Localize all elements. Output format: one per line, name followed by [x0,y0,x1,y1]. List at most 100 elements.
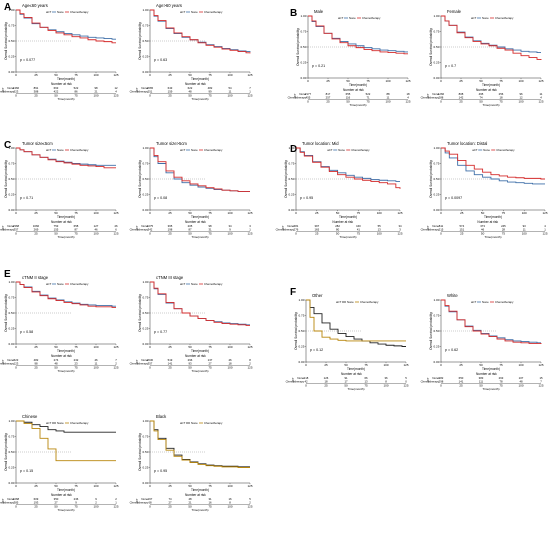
x-tick-label: 75 [357,211,361,215]
risk-value: 1266 [438,92,445,96]
risk-value: 342 [148,228,153,232]
x-tick-label: 100 [385,79,390,83]
risk-axis-label: aCT [1,225,5,231]
x-tick-label: 75 [74,484,78,488]
risk-title: Number at risk [332,220,353,224]
risk-row-label-none: None [7,358,14,362]
y-tick-label: 0.50 [301,45,307,49]
x-tick-label: 100 [93,73,98,77]
x-tick-label: 25 [326,79,330,83]
risk-x-tick-label: 75 [74,94,78,98]
risk-value: 18 [406,92,410,96]
risk-value: 357 [14,228,19,232]
risk-value: 17 [344,380,348,384]
risk-x-axis-label: Time(month) [350,103,367,107]
risk-x-tick-label: 125 [247,366,252,370]
km-panel: A Age≤60 years 0.00 0.25 0.50 0.75 1.00 0 25 50 75… [0,2,119,101]
x-axis-label: Time(month) [339,215,357,219]
y-axis-label: Overall Survival probability [429,312,433,350]
survival-curve-chemotherapy [150,147,250,192]
risk-row-label-none: None [141,86,148,90]
risk-title: Number at risk [51,354,72,358]
risk-x-tick-label: 100 [518,100,523,104]
legend-label-none: None [349,16,356,20]
km-panel: White 0.00 0.25 0.50 0.75 1.00 0 25 50 75 100 125 Ti… [421,293,544,391]
risk-x-tick-label: 25 [34,232,38,236]
y-tick-label: 0.75 [299,314,305,318]
y-tick-label: 0.25 [9,327,15,331]
risk-value: 256 [499,92,504,96]
y-axis-label: Overall Survival probability [429,160,433,198]
x-tick-label: 100 [518,79,523,83]
y-tick-label: 0.50 [143,39,149,43]
risk-x-tick-label: 75 [366,100,370,104]
risk-x-tick-label: 0 [305,384,307,388]
y-axis-label: Overall Survival probability [4,433,8,471]
risk-x-tick-label: 125 [247,505,252,509]
risk-row-label-chemo: Chemotherapy [130,501,149,505]
risk-value: 643 [168,86,173,90]
km-panel: cTNM III stage 0.00 0.25 0.50 0.75 1.00 0 25 50 7… [130,275,253,373]
risk-value: 11 [95,362,98,366]
legend-label-none: None [482,300,489,304]
risk-x-axis-label: Time(month) [58,508,75,512]
risk-x-tick-label: 125 [405,100,410,104]
risk-x-tick-label: 25 [168,232,172,236]
y-tick-label: 1.00 [434,14,440,18]
risk-row-label-chemo: Chemotherapy [0,501,15,505]
x-tick-label: 100 [93,484,98,488]
risk-x-tick-label: 50 [479,384,483,388]
panel-title: Tumor location: Mid [302,141,339,146]
legend-title: aCT [338,16,344,20]
risk-row-label-none: None [141,358,148,362]
risk-value: 519 [168,358,173,362]
x-tick-label: 100 [227,345,232,349]
risk-x-tick-label: 100 [227,232,232,236]
risk-x-tick-label: 0 [440,100,442,104]
risk-value: 96 [519,92,523,96]
x-axis-label: Time(month) [482,83,500,87]
panel-letter: F [290,287,296,298]
risk-title: Number at risk [476,88,497,92]
risk-value: 126 [324,376,329,380]
x-tick-label: 25 [34,484,38,488]
y-tick-label: 0.50 [143,450,149,454]
risk-value: 26 [114,224,118,228]
legend-label-chemo: Chemotherapy [204,10,223,14]
risk-value: 87 [188,228,192,232]
risk-value: 2177 [305,92,312,96]
x-tick-label: 25 [459,363,463,367]
y-tick-label: 1.00 [434,298,440,302]
x-tick-label: 0 [305,363,307,367]
p-value: p = 0.95 [154,469,167,473]
risk-axis-label: aCT [1,498,5,504]
y-tick-label: 0.75 [9,296,15,300]
risk-x-axis-label: Time(month) [192,235,209,239]
risk-row-label-chemo: Chemotherapy [130,228,149,232]
x-tick-label: 0 [15,211,17,215]
risk-axis-label: aCT [291,377,295,383]
legend-label-none: None [482,16,489,20]
y-tick-label: 0.00 [434,208,440,212]
risk-x-tick-label: 50 [481,232,485,236]
panel-title: Age>60 years [156,3,182,8]
risk-value: 34 [228,224,232,228]
risk-row-label-chemo: Chemotherapy [421,380,440,384]
p-value: p = 0.077 [20,58,35,62]
y-axis-label: Overall Survival probability [138,160,142,198]
risk-x-tick-label: 75 [499,100,503,104]
legend-title: aCT [46,10,52,14]
x-tick-label: 25 [168,211,172,215]
legend-label-none: None [57,148,64,152]
panel-title: cTNM II stage [22,275,49,280]
y-tick-label: 0.00 [9,481,15,485]
y-tick-label: 0.00 [143,70,149,74]
x-tick-label: 100 [522,211,527,215]
risk-value: 232 [74,358,79,362]
x-tick-label: 75 [208,484,212,488]
risk-value: 663 [54,86,59,90]
x-tick-label: 25 [168,73,172,77]
x-tick-label: 25 [168,484,172,488]
risk-row-label-chemo: Chemotherapy [288,96,307,100]
